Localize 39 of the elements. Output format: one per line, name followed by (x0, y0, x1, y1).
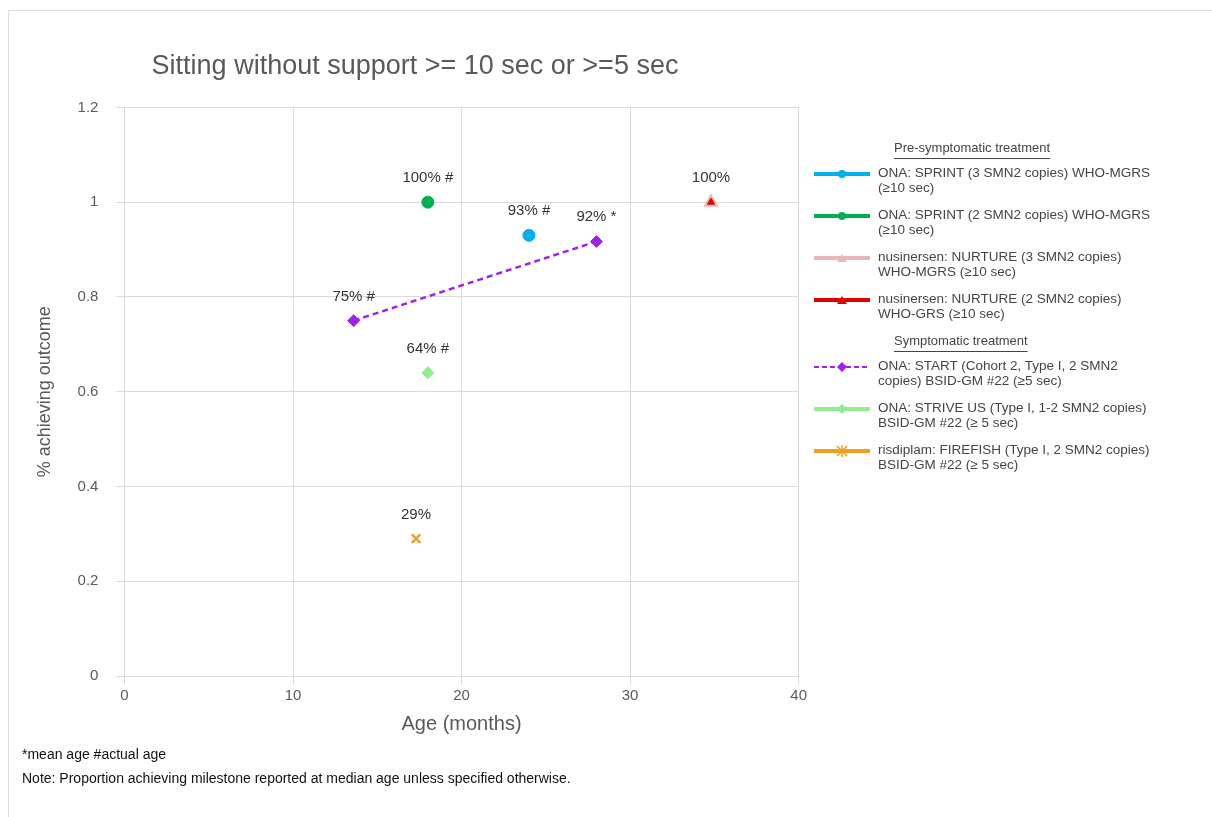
data-label: 29% (401, 504, 432, 522)
legend-label: risdiplam: FIREFISH (Type I, 2 SMN2 copies) BSID-GM #22 (≥ 5 sec) (878, 442, 1151, 472)
y-tick-label: 0.8 (77, 287, 99, 305)
point (347, 314, 361, 328)
y-tick-label: 0 (90, 666, 99, 684)
point (589, 235, 603, 248)
data-label: 93% # (507, 201, 551, 219)
x-tick-label: 20 (453, 686, 470, 704)
point (410, 533, 422, 545)
text: Pre-symptomatic treatment (894, 140, 1052, 155)
x-tick-label: 0 (120, 686, 129, 704)
chart-title: Sitting without support >= 10 sec or >=5 sec (151, 49, 679, 80)
y-tick-label: 1 (90, 192, 99, 210)
point (421, 366, 435, 380)
data-label: 100% (691, 168, 731, 186)
x-tick-label: 10 (284, 686, 302, 704)
x-tick-label: 30 (621, 686, 639, 704)
data-label: 64% # (406, 338, 450, 356)
data-label: 100% # (402, 168, 454, 186)
data-label: 75% # (332, 286, 376, 304)
legend-label: ONA: SPRINT (2 SMN2 copies) WHO-MGRS (≥10 sec) (878, 207, 1152, 237)
text: Symptomatic treatment (894, 333, 1029, 348)
text: *mean age #actual age (22, 745, 167, 764)
legend-label: ONA: SPRINT (3 SMN2 copies) WHO-MGRS (≥10 sec) (878, 165, 1152, 195)
x-axis-title: Age (months) (401, 711, 522, 734)
legend-label: ONA: STRIVE US (Type I, 1-2 SMN2 copies) BSID-GM #22 (≥ 5 sec) (878, 400, 1148, 430)
point (522, 228, 536, 242)
y-tick-label: 1.2 (77, 97, 99, 115)
x-tick-label: 40 (790, 686, 807, 704)
y-tick-label: 0.2 (77, 571, 99, 589)
data-label: 92% * (576, 207, 617, 225)
text: Note: Proportion achieving milestone reported at median age unless specified otherwise. (22, 769, 571, 788)
y-tick-label: 0.4 (77, 476, 99, 494)
y-tick-label: 0.6 (77, 381, 99, 399)
point (421, 195, 435, 209)
y-axis-title: % achieving outcome (33, 306, 54, 478)
legend-label: nusinersen: NURTURE (2 SMN2 copies) WHO-GRS (≥10 sec) (878, 291, 1123, 321)
legend-label: nusinersen: NURTURE (3 SMN2 copies) WHO-MGRS (≥10 sec) (878, 249, 1123, 279)
legend-label: ONA: START (Cohort 2, Type I, 2 SMN2 copies) BSID-GM #22 (≥5 sec) (878, 358, 1119, 388)
